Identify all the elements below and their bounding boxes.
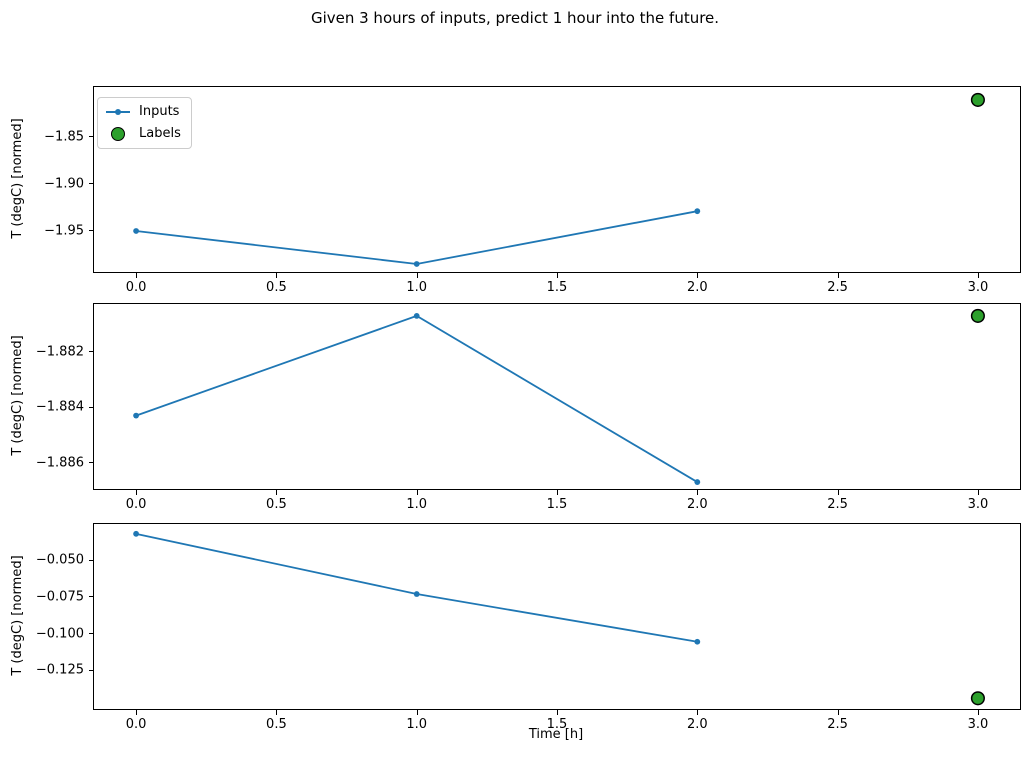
x-axis-label: Time [h] [528,727,584,742]
x-tick-mark [276,710,278,715]
x-tick-mark [837,710,839,715]
legend-label: Labels [139,126,181,141]
subplot-1: T (degC) [normed] −1.85 −1.90 −1.95 0.0 0.5 1… [10,86,1021,295]
x-tick-label: 2.0 [686,280,708,295]
x-tick-label: 0.0 [125,497,147,512]
x-tick-label: 1.0 [406,280,428,295]
subplot-2: T (degC) [normed] −1.882 −1.884 −1.886 0.0 0… [10,303,1021,512]
x-tick-label: 1.0 [406,497,428,512]
x-tick-label: 2.5 [827,497,848,512]
y-tick-label: −1.886 [35,455,84,471]
plot-canvas [133,308,985,485]
x-tick-label: 1.5 [546,717,568,732]
y-tick-mark [89,596,94,598]
x-tick-label: 1.0 [406,717,428,732]
x-tick-label: 1.5 [546,497,568,512]
y-tick-mark [89,136,94,138]
x-tick-mark [416,273,418,278]
x-tick-mark [557,490,558,495]
y-tick-label: −1.884 [35,399,84,415]
figure-title: Given 3 hours of inputs, predict 1 hour … [310,9,720,27]
x-tick-mark [416,490,418,495]
x-tick-label: 2.5 [827,280,848,295]
x-tick-mark [136,273,138,278]
x-tick-label: 0.5 [266,497,287,512]
y-axis-label: T (degC) [normed] [10,118,25,239]
x-tick-label: 0.0 [125,280,147,295]
subplot-3: T (degC) [normed] −0.050 −0.075 −0.100 −0.1… [10,523,1021,732]
x-tick-mark [557,710,558,715]
x-tick-mark [416,710,418,715]
y-tick-mark [89,633,94,635]
plot-area: −0.050 −0.075 −0.100 −0.125 0.0 0.5 1.0 1.5 2.0 2… [36,523,1021,732]
x-tick-mark [697,710,699,715]
x-tick-mark [977,273,979,278]
x-tick-label: 0.5 [266,717,287,732]
x-tick-label: 2.5 [827,717,848,732]
x-tick-mark [276,490,278,495]
x-tick-mark [977,490,979,495]
x-tick-label: 0.5 [266,280,287,295]
y-tick-mark [89,462,94,464]
x-tick-label: 2.0 [686,717,708,732]
y-tick-label: −0.075 [35,589,84,605]
x-tick-label: 1.5 [546,280,568,295]
x-tick-label: 3.0 [967,717,989,732]
plot-area: −1.85 −1.90 −1.95 0.0 0.5 1.0 1.5 2.0 2.5 3.0 [44,86,1021,295]
legend-item-inputs: Inputs [106,104,181,119]
x-tick-label: 3.0 [967,497,989,512]
x-tick-label: 0.0 [125,717,147,732]
x-tick-mark [837,273,839,278]
y-tick-label: −1.90 [44,176,84,192]
y-axis-label: T (degC) [normed] [10,555,25,676]
y-tick-mark [89,559,94,561]
y-tick-mark [89,406,94,408]
y-tick-label: −0.125 [35,662,84,678]
y-tick-label: −1.85 [44,129,84,145]
plot-canvas [133,92,985,267]
x-tick-label: 3.0 [967,280,989,295]
x-tick-mark [697,273,699,278]
plot-area: −1.882 −1.884 −1.886 0.0 0.5 1.0 1.5 2.0 2.5 3.0 [36,303,1021,512]
y-tick-mark [89,351,94,353]
y-tick-label: −0.050 [35,552,84,568]
x-tick-label: 2.0 [686,497,708,512]
labels-circle-icon [106,126,130,141]
y-tick-mark [89,183,94,185]
y-tick-mark [89,230,94,232]
x-tick-mark [136,490,138,495]
y-axis-label: T (degC) [normed] [10,335,25,456]
x-tick-mark [557,273,558,278]
x-tick-mark [837,490,839,495]
y-tick-mark [89,669,94,671]
y-tick-label: −1.882 [35,344,84,360]
inputs-line-marker-icon [106,105,130,119]
x-tick-mark [697,490,699,495]
x-tick-mark [276,273,278,278]
x-tick-mark [977,710,979,715]
legend-label: Inputs [139,104,180,119]
legend: Inputs Labels [97,97,192,149]
x-tick-mark [136,710,138,715]
y-tick-label: −0.100 [35,626,84,642]
plot-canvas [133,530,985,706]
legend-item-labels: Labels [106,126,181,141]
y-tick-label: −1.95 [44,223,84,239]
